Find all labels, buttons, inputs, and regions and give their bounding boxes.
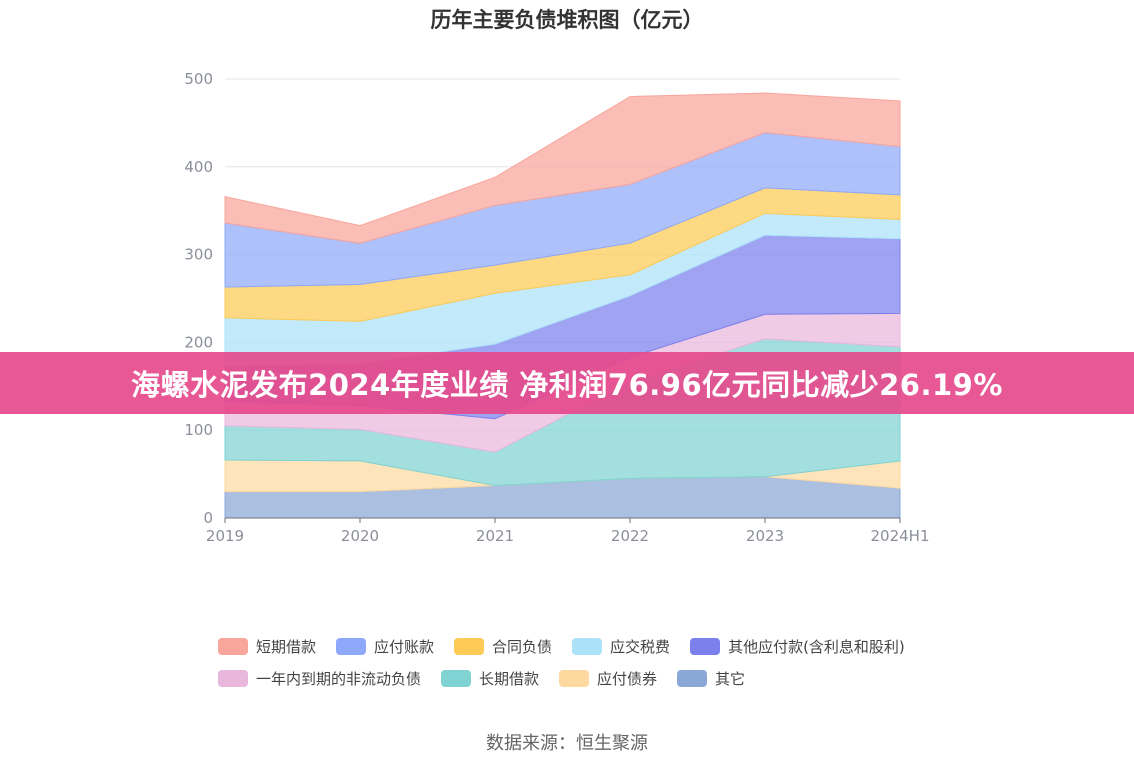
headline-text: 海螺水泥发布2024年度业绩 净利润76.96亿元同比减少26.19% — [131, 368, 1003, 402]
chart-title: 历年主要负债堆积图（亿元） — [430, 8, 704, 32]
legend-item[interactable]: 其它 — [677, 668, 745, 689]
x-tick-label: 2022 — [611, 527, 649, 545]
chart-plot: 0 100 200 300 400 500 2019 2020 2021 2022 2023 2024… — [184, 70, 929, 545]
legend-label: 其它 — [715, 669, 746, 688]
legend-item[interactable]: 应付账款 — [336, 636, 434, 657]
legend-label: 应付债券 — [597, 669, 658, 688]
legend-swatch — [690, 637, 721, 655]
legend-swatch — [559, 669, 590, 687]
legend-swatch — [441, 669, 472, 687]
legend-label: 一年内到期的非流动负债 — [256, 669, 422, 688]
legend-item[interactable]: 合同负债 — [454, 636, 552, 657]
y-tick-label: 400 — [184, 158, 213, 176]
x-tick-label: 2021 — [476, 527, 514, 545]
legend-row: 短期借款 应付账款 合同负债 应交税费 其他应付款(含利息和股利) — [218, 630, 978, 662]
legend-item[interactable]: 短期借款 — [218, 636, 316, 657]
legend-swatch — [218, 637, 248, 655]
area-短期借款[interactable] — [224, 92, 901, 244]
legend-item[interactable]: 应交税费 — [572, 636, 670, 657]
x-tick-label: 2023 — [746, 527, 784, 545]
legend: 短期借款 应付账款 合同负债 应交税费 其他应付款(含利息和股利) 一年内到期的非流动负债… — [218, 630, 978, 694]
y-tick-label: 500 — [184, 70, 213, 88]
y-tick-label: 200 — [184, 333, 213, 351]
y-tick-label: 300 — [184, 246, 213, 264]
data-source: 数据来源：恒生聚源 — [486, 733, 648, 754]
y-tick-label: 100 — [184, 421, 213, 439]
area-series — [224, 92, 901, 519]
legend-item[interactable]: 一年内到期的非流动负债 — [218, 668, 421, 689]
legend-item[interactable]: 长期借款 — [441, 668, 539, 689]
legend-label: 短期借款 — [256, 637, 317, 656]
axes: 0 100 200 300 400 500 2019 2020 2021 2022 2023 2024… — [184, 70, 929, 545]
legend-item[interactable]: 其他应付款(含利息和股利) — [690, 636, 905, 657]
legend-swatch — [454, 637, 485, 655]
headline-banner: 海螺水泥发布2024年度业绩 净利润76.96亿元同比减少26.19% — [0, 352, 1134, 414]
legend-label: 合同负债 — [492, 637, 553, 656]
legend-swatch — [572, 637, 603, 655]
legend-row: 一年内到期的非流动负债 长期借款 应付债券 其它 — [218, 662, 978, 694]
x-tick-label: 2020 — [341, 527, 379, 545]
legend-swatch — [218, 669, 248, 687]
x-tick-label: 2024H1 — [871, 527, 930, 545]
legend-label: 应付账款 — [374, 637, 435, 656]
legend-label: 长期借款 — [479, 669, 540, 688]
legend-item[interactable]: 应付债券 — [559, 668, 657, 689]
legend-swatch — [336, 637, 367, 655]
x-tick-label: 2019 — [206, 527, 244, 545]
legend-label: 其他应付款(含利息和股利) — [728, 637, 905, 656]
legend-label: 应交税费 — [610, 637, 671, 656]
y-tick-label: 0 — [203, 509, 213, 527]
legend-swatch — [677, 669, 708, 687]
